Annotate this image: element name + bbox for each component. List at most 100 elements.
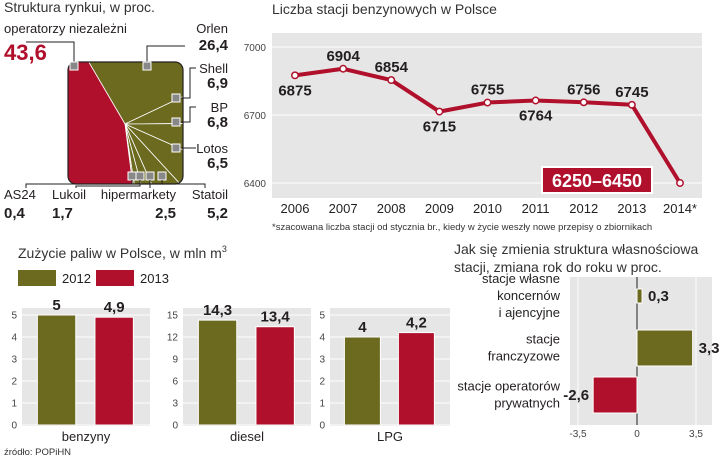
fuel-ytick-benzyny: 1 (11, 399, 17, 410)
marker-lotos (171, 143, 181, 153)
line-point-2010 (483, 98, 492, 107)
line-chart: 7000 6700 6400 6875 2006 6904 2007 6854 2008 6715… (244, 43, 702, 233)
slice-label-orlen: Orlen (196, 21, 228, 36)
fuel-ytick-LPG: 4 (319, 333, 325, 344)
fuel-ytick-benzyny: 3 (11, 355, 17, 366)
fuel-ytick-LPG: 1 (319, 399, 325, 410)
line-xtick-2012: 2012 (569, 201, 598, 216)
slice-value-as24: 0,4 (4, 205, 26, 222)
source-note: źródło: POPiHN (4, 447, 71, 458)
fuel-category-benzyny: benzyny (62, 429, 111, 444)
line-point-2006 (291, 71, 299, 80)
line-title: Liczba stacji benzynowych w Polsce (272, 1, 497, 17)
legend-label-2012: 2012 (62, 271, 91, 286)
ownership-xtick: -3,5 (569, 429, 587, 440)
pie-slices (68, 62, 183, 184)
fuel-bar-benzyny-2013 (94, 316, 134, 426)
line-xtick-2013: 2013 (617, 201, 646, 216)
fuel-ytick-LPG: 0 (319, 421, 325, 432)
ownership-category-label-1: stacje (526, 332, 560, 347)
ownership-bar-label-1: 3,3 (699, 340, 720, 357)
leader-independent (26, 41, 75, 66)
range-label-box (541, 166, 653, 194)
fuel-bar-LPG-2012 (343, 336, 381, 426)
slice-value-orlen: 26,4 (199, 37, 229, 54)
fuel-category-LPG: LPG (377, 429, 403, 444)
line-point-label-2009: 6715 (423, 119, 456, 136)
leader-orlen (146, 45, 185, 62)
fuel-ytick-diesel: 12 (167, 333, 179, 344)
slice-label-shell: Shell (199, 61, 228, 76)
ownership-bar-label-2: -2,6 (563, 387, 589, 404)
line-point-label-2012: 6756 (567, 81, 600, 98)
line-point-2009 (435, 107, 444, 116)
fuel-bar-label-benzyny-2012: 5 (52, 297, 60, 314)
line-point-label-2011: 6764 (519, 107, 553, 124)
slice-label-independent: operatorzy niezależni (4, 21, 127, 36)
marker-orlen (142, 61, 152, 71)
line-point-2008 (387, 76, 396, 85)
ownership-category-label-2: prywatnych (494, 396, 560, 411)
fuel-ytick-benzyny: 4 (11, 333, 17, 344)
fuel-ytick-diesel: 6 (172, 377, 178, 388)
ownership-category-label-2: stacje operatorów (457, 379, 560, 394)
line-point-label-2007: 6904 (326, 48, 360, 65)
fuel-bar-label-diesel-2012: 14,3 (203, 302, 232, 319)
marker-as24 (127, 171, 137, 181)
slice-label-lukoil: Lukoil (52, 187, 86, 202)
fuel-title-text: Zużycie paliw w Polsce, w mln m (18, 245, 222, 261)
legend-label-2013: 2013 (140, 271, 169, 286)
ownership-xtick: 0 (634, 429, 640, 440)
line-xtick-2011: 2011 (522, 201, 550, 216)
pie-slice-bp (124, 122, 183, 184)
leader-lukoil (75, 180, 141, 188)
fuel-category-diesel: diesel (230, 429, 264, 444)
slice-value-bp: 6,8 (207, 114, 228, 131)
slice-label-statoil: Statoil (192, 187, 228, 202)
ownership-category-label-0: i ajencyjne (499, 305, 560, 320)
ownership-bar-2 (592, 376, 638, 414)
pie-slice-lukoil (124, 123, 164, 184)
line-point-label-2010: 6755 (471, 82, 504, 99)
pie-slice-shell (124, 62, 183, 125)
slice-value-hipermarkety: 2,5 (155, 205, 176, 222)
fuel-bar-label-LPG-2013: 4,2 (406, 315, 427, 332)
ownership-category-label-1: franczyzowe (488, 349, 560, 364)
fuel-bar-label-benzyny-2013: 4,9 (104, 299, 125, 316)
line-xtick-2010: 2010 (473, 201, 502, 216)
slice-value-independent: 43,6 (4, 40, 47, 65)
fuel-ytick-LPG: 2 (319, 377, 325, 388)
fuel-ytick-LPG: 3 (319, 355, 325, 366)
marker-bp (171, 117, 181, 127)
ownership-bar-label-0: 0,3 (648, 288, 669, 305)
pie-slice-statoil (124, 123, 183, 184)
fuel-title: Zużycie paliw w Polsce, w mln m3 (18, 244, 227, 261)
line-xtick-2007: 2007 (329, 201, 358, 216)
leader-bp (176, 106, 196, 123)
slice-value-lotos: 6,5 (207, 155, 228, 172)
leader-statoil (161, 180, 206, 188)
ownership-title-line-2: stacji, zmiana rok do roku w proc. (454, 259, 662, 275)
fuel-ytick-benzyny: 0 (11, 421, 17, 432)
line-point-2014 (676, 179, 684, 187)
line-point-2011 (531, 96, 540, 105)
ownership-title-line-1: Jak się zmienia struktura własnościowa (454, 241, 699, 257)
slice-value-lukoil: 1,7 (52, 205, 73, 222)
ownership-category-label-0: koncernów (497, 288, 560, 303)
ownership-bar-1 (636, 329, 694, 367)
ownership-bar-0 (636, 288, 643, 304)
ownership-xtick: 3,5 (689, 429, 703, 440)
marker-independent (69, 61, 79, 71)
line-point-label-2013: 6745 (615, 84, 648, 101)
line-ytick-label: 6700 (244, 111, 267, 122)
leader-shell (176, 67, 196, 99)
line-footnote: *szacowana liczba stacji od stycznia br.… (272, 222, 652, 233)
marker-shell (171, 93, 181, 103)
fuel-bar-benzyny-2012 (36, 314, 77, 426)
legend-swatch-2013 (96, 270, 134, 286)
range-label-text: 6250–6450 (552, 171, 642, 191)
ownership-bar-chart: -3,5 0 3,5 0,3 stacje własne koncernów i ajenc… (457, 271, 719, 440)
